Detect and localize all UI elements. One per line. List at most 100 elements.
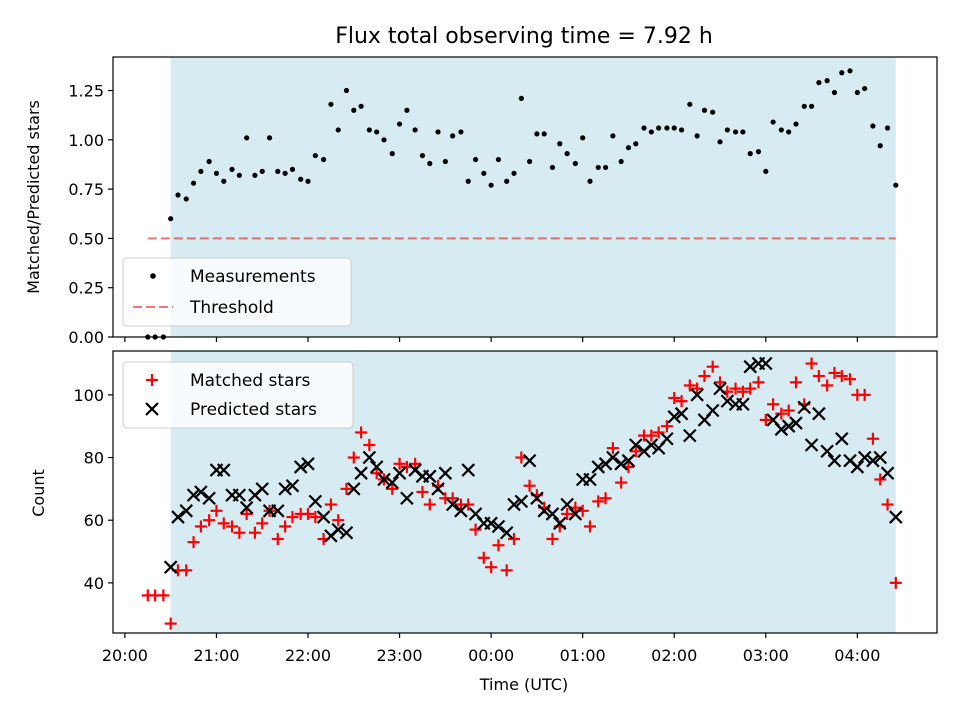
- measurement-point: [701, 107, 708, 113]
- predicted-star-point: [690, 388, 704, 402]
- matched-star-point: [691, 382, 704, 395]
- matched-star-point: [584, 520, 597, 533]
- matched-star-point: [767, 398, 780, 411]
- matched-star-point: [523, 479, 536, 492]
- matched-star-point: [340, 482, 353, 495]
- measurement-point: [190, 180, 197, 186]
- measurement-point: [351, 107, 357, 113]
- measurement-point: [435, 129, 441, 135]
- predicted-star-point: [530, 491, 544, 506]
- matched-star-point: [675, 395, 688, 408]
- matched-star-point: [240, 507, 253, 520]
- measurement-point: [320, 156, 327, 163]
- matched-star-point: [821, 379, 834, 392]
- measurement-point: [884, 125, 891, 131]
- predicted-star-point: [385, 475, 400, 490]
- predicted-star-point: [644, 438, 659, 452]
- measurement-point: [877, 143, 883, 149]
- matched-star-point: [744, 382, 757, 395]
- measurement-point: [259, 168, 265, 174]
- predicted-star-point: [194, 485, 208, 499]
- measurement-point: [587, 178, 593, 184]
- predicted-star-point: [545, 507, 560, 521]
- measurement-point: [763, 168, 769, 174]
- matched-star-point: [347, 451, 360, 464]
- measurement-point: [168, 216, 174, 222]
- measurement-point: [572, 160, 578, 167]
- matched-star-point: [477, 551, 490, 564]
- predicted-star-point: [736, 397, 750, 412]
- predicted-star-point: [369, 460, 384, 474]
- measurement-point: [328, 101, 334, 107]
- measurement-point: [206, 158, 212, 165]
- measurement-point: [481, 170, 487, 176]
- measurement-point: [786, 129, 792, 135]
- matched-star-point: [714, 376, 727, 389]
- matched-star-point: [423, 498, 436, 511]
- matched-star-point: [386, 482, 399, 495]
- legend-measurements-marker: [150, 273, 156, 279]
- measurement-point: [343, 87, 350, 94]
- measurement-point: [335, 127, 341, 133]
- measurement-point: [564, 151, 570, 157]
- matched-star-point: [645, 429, 658, 442]
- predicted-star-point: [781, 419, 796, 433]
- legend-measurements-label: Measurements: [190, 267, 316, 287]
- measurement-point: [427, 160, 433, 167]
- bottom-y-tick-label: 60: [84, 511, 104, 530]
- measurement-point: [275, 168, 281, 174]
- matched-star-point: [409, 457, 422, 470]
- measurement-point: [740, 129, 746, 135]
- x-tick-label: 01:00: [560, 646, 606, 665]
- predicted-star-point: [820, 444, 834, 459]
- x-tick-label: 20:00: [102, 646, 148, 665]
- predicted-stars-series: [163, 356, 903, 574]
- predicted-star-point: [660, 431, 674, 446]
- predicted-star-point: [179, 504, 194, 518]
- matched-star-point: [752, 376, 765, 389]
- measurement-point: [847, 68, 853, 74]
- matched-star-point: [187, 536, 200, 549]
- measurement-point: [778, 127, 784, 133]
- matched-star-point: [729, 382, 742, 395]
- measurement-point: [495, 156, 502, 163]
- measurement-point: [595, 164, 601, 171]
- measurement-point: [213, 170, 220, 176]
- predicted-star-point: [271, 504, 285, 518]
- matched-star-point: [683, 379, 696, 392]
- measurement-point: [526, 158, 533, 165]
- x-tick-label: 03:00: [743, 646, 789, 665]
- matched-star-point: [629, 445, 642, 458]
- measurement-point: [893, 182, 899, 188]
- matched-star-point: [615, 476, 628, 489]
- predicted-star-point: [339, 525, 354, 540]
- matched-star-point: [561, 507, 574, 520]
- measurement-point: [656, 125, 662, 131]
- measurement-point: [633, 141, 639, 147]
- predicted-star-point: [331, 522, 346, 537]
- matched-stars-series: [141, 357, 902, 630]
- matched-star-point: [874, 473, 887, 486]
- predicted-star-point: [873, 450, 888, 465]
- measurement-point: [801, 103, 807, 109]
- measurement-point: [183, 196, 189, 202]
- predicted-star-point: [285, 478, 300, 493]
- matched-star-point: [462, 498, 475, 511]
- measurement-point: [755, 149, 762, 155]
- measurement-point: [732, 129, 739, 135]
- matched-star-point: [180, 564, 193, 577]
- predicted-star-point: [606, 450, 620, 465]
- matched-star-point: [599, 492, 612, 505]
- measurement-point: [671, 125, 677, 131]
- predicted-star-point: [621, 453, 636, 468]
- predicted-star-point: [445, 497, 460, 512]
- measurement-point: [793, 121, 799, 127]
- matched-star-point: [606, 442, 619, 455]
- chart-title: Flux total observing time = 7.92 h: [335, 24, 713, 49]
- measurement-point: [816, 80, 822, 86]
- measurement-point: [488, 182, 494, 188]
- predicted-star-point: [591, 460, 606, 474]
- measurement-point: [648, 129, 654, 135]
- legend-predicted-label: Predicted stars: [190, 400, 317, 420]
- matched-star-point: [652, 426, 665, 439]
